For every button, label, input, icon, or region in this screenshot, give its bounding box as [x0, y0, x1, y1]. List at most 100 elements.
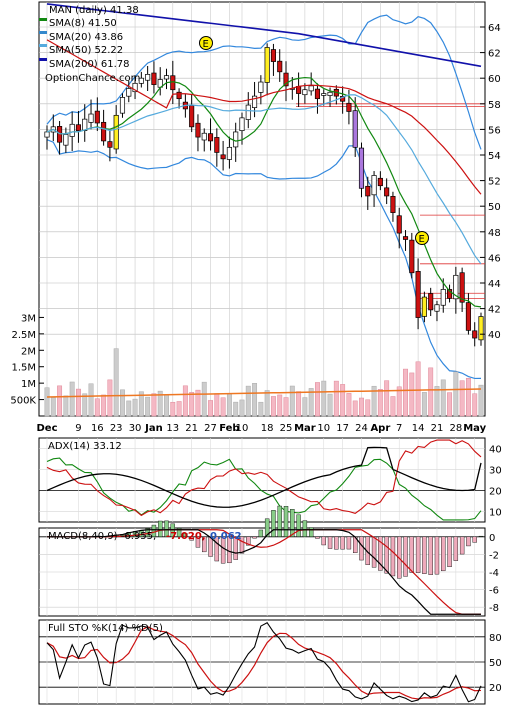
macd-hist-bar	[371, 536, 377, 568]
macd-hist-bar	[378, 536, 383, 571]
volume-bar	[396, 386, 402, 417]
candle-body	[201, 132, 207, 141]
candle-body	[365, 185, 371, 197]
candle-body	[214, 137, 220, 153]
candles	[44, 43, 484, 347]
candle-body	[101, 121, 107, 142]
bollinger-bands	[46, 14, 482, 380]
sto-k-line	[46, 622, 482, 703]
macd-hist-bar	[151, 524, 157, 537]
price-tick-label: 50	[488, 202, 501, 213]
volume-bar	[340, 384, 346, 417]
adx-tick-label: 30	[489, 466, 502, 477]
legend-sma200: SMA(200) 61.78	[49, 59, 130, 70]
macd-hist-bar	[283, 506, 289, 537]
macd-line	[47, 529, 481, 615]
macd-hist-bar	[459, 536, 465, 555]
macd-hist-value: 0.062	[210, 531, 242, 542]
legend-swatch-sma200	[39, 58, 47, 61]
candle-body	[409, 239, 415, 274]
price-tick-label: 44	[488, 279, 501, 290]
price-tick-label: 40	[488, 330, 501, 341]
volume-bar	[157, 390, 163, 417]
macd-tick-label: 0	[489, 533, 495, 544]
volume-bar	[44, 387, 50, 417]
volume-bar	[233, 401, 239, 417]
earnings-marker-1-label: E	[203, 39, 209, 50]
price-tick-label: 54	[488, 151, 501, 162]
plus-di-line	[46, 457, 482, 521]
x-tick-label: Dec	[36, 423, 57, 434]
macd-hist-bar	[296, 514, 301, 537]
candle-body	[220, 154, 226, 160]
adx-lines	[46, 439, 482, 521]
x-tick-label: Jan	[144, 423, 163, 434]
legend-sma8: SMA(8) 41.50	[49, 18, 117, 29]
x-tick-label: 30	[129, 423, 142, 434]
volume-bar	[409, 372, 415, 417]
price-y-axis: 40 42 44 46 48 50 52 54 56 58 60 62 64	[480, 23, 501, 341]
candle-body	[245, 104, 251, 120]
volume-bar	[465, 377, 471, 417]
macd-hist-bar	[334, 536, 339, 550]
macd-hist-bar	[239, 536, 245, 554]
sma50-line	[46, 39, 482, 195]
x-tick-label: 24	[355, 423, 368, 434]
volume-bar	[384, 380, 390, 417]
volume-bar	[94, 398, 100, 417]
candle-body	[113, 114, 119, 150]
candle-body	[258, 81, 264, 93]
x-tick-label: Apr	[370, 423, 390, 434]
volume-bar	[377, 389, 383, 417]
volume-tick-label: 500K	[10, 396, 36, 407]
macd-hist-bar	[434, 536, 440, 575]
volume-bar	[88, 383, 94, 417]
candle-body	[163, 75, 170, 80]
volume-bar	[82, 393, 88, 417]
volume-bar	[101, 394, 107, 417]
price-legend: MAN (daily) 41.38 SMA(8) 41.50 SMA(20) 4…	[39, 5, 140, 84]
volume-bar	[447, 392, 453, 417]
x-tick-label: 13	[166, 423, 179, 434]
x-tick-label: 17	[336, 423, 349, 434]
price-panel-frame	[38, 1, 486, 417]
volume-bar	[239, 399, 245, 417]
candle-body	[277, 60, 283, 73]
earnings-marker-2: E	[415, 231, 429, 245]
volume-bar	[69, 381, 75, 417]
volume-bar	[113, 348, 119, 417]
earnings-marker-1: E	[199, 36, 213, 50]
macd-hist-bar	[340, 536, 345, 550]
volume-bar	[428, 367, 434, 417]
volume-bar	[283, 397, 289, 417]
volume-bar	[403, 368, 408, 417]
macd-histogram	[95, 505, 484, 579]
macd-hist-bar	[308, 527, 314, 537]
volume-bar	[327, 393, 333, 417]
candle-body	[239, 117, 245, 131]
volume-bar	[201, 381, 207, 417]
x-tick-label: 28	[449, 423, 462, 434]
candle-body	[447, 289, 453, 299]
volume-bar	[120, 389, 125, 417]
volume-tick-label: 2M	[21, 346, 36, 357]
candle-body	[119, 97, 126, 114]
volume-bar	[208, 400, 213, 417]
price-tick-label: 56	[488, 125, 501, 136]
candle-body	[94, 110, 100, 124]
macd-hist-bar	[327, 536, 333, 549]
candle-body	[384, 187, 390, 197]
macd-hist-bar	[202, 536, 207, 553]
candle-body	[270, 49, 276, 62]
candle-body	[346, 102, 352, 112]
earnings-marker-2-label: E	[419, 234, 425, 245]
legend-swatch-sma8	[39, 18, 47, 21]
macd-hist-bar	[220, 536, 226, 564]
candle-body	[459, 272, 465, 303]
x-tick-label: 21	[431, 423, 444, 434]
volume-bars	[44, 348, 484, 417]
volume-bar	[478, 384, 484, 417]
macd-hist-bar	[415, 536, 421, 573]
macd-hist-bar	[264, 518, 270, 537]
candle-body	[396, 215, 402, 234]
